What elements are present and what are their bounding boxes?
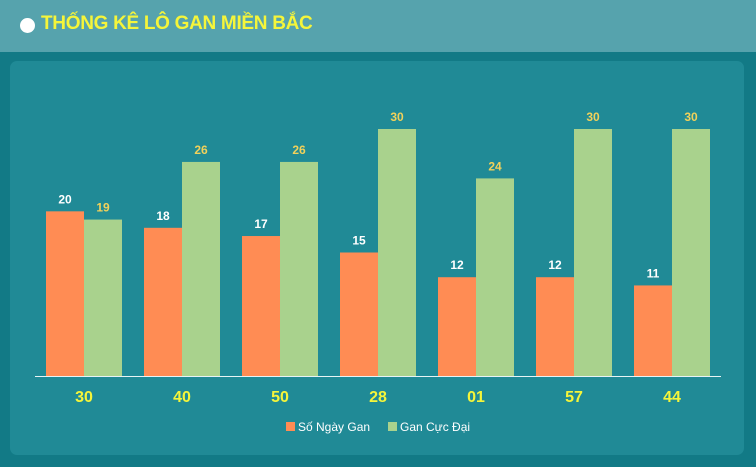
bar-gan-cuc-dai-44 xyxy=(672,129,710,376)
category-label: 28 xyxy=(369,389,387,406)
data-label: 18 xyxy=(156,209,170,223)
bar-so-ngay-gan-30 xyxy=(46,211,84,376)
data-label: 24 xyxy=(488,159,502,173)
data-label: 12 xyxy=(548,258,562,272)
bullet-icon xyxy=(20,18,35,33)
data-label: 30 xyxy=(684,110,698,124)
category-label: 30 xyxy=(75,389,93,406)
page-title: THỐNG KÊ LÔ GAN MIỀN BẮC xyxy=(41,13,313,34)
bar-so-ngay-gan-44 xyxy=(634,285,672,376)
legend-so-ngay-gan-label[interactable]: Số Ngày Gan xyxy=(298,420,370,434)
data-label: 26 xyxy=(292,143,306,157)
legend-gan-cuc-dai-swatch xyxy=(388,422,397,431)
bar-gan-cuc-dai-28 xyxy=(378,129,416,376)
bar-so-ngay-gan-01 xyxy=(438,277,476,376)
bar-so-ngay-gan-57 xyxy=(536,277,574,376)
bar-so-ngay-gan-40 xyxy=(144,227,182,376)
category-label: 44 xyxy=(663,389,681,406)
data-label: 19 xyxy=(96,201,110,215)
legend-gan-cuc-dai-label[interactable]: Gan Cực Đại xyxy=(400,420,470,434)
data-label: 26 xyxy=(194,143,208,157)
bar-gan-cuc-dai-30 xyxy=(84,219,122,376)
data-label: 15 xyxy=(352,234,366,248)
data-label: 30 xyxy=(390,110,404,124)
legend-so-ngay-gan-swatch xyxy=(286,422,295,431)
bar-gan-cuc-dai-01 xyxy=(476,178,514,376)
data-label: 20 xyxy=(58,192,72,206)
category-label: 40 xyxy=(173,389,191,406)
category-label: 01 xyxy=(467,389,485,406)
bar-gan-cuc-dai-50 xyxy=(280,161,318,376)
category-label: 50 xyxy=(271,389,289,406)
bar-so-ngay-gan-50 xyxy=(242,236,280,376)
category-label: 57 xyxy=(565,389,583,406)
bar-gan-cuc-dai-57 xyxy=(574,129,612,376)
data-label: 30 xyxy=(586,110,600,124)
bar-gan-cuc-dai-40 xyxy=(182,161,220,376)
header-bar: THỐNG KÊ LÔ GAN MIỀN BẮC xyxy=(0,0,756,52)
data-label: 17 xyxy=(254,217,268,231)
data-label: 11 xyxy=(647,266,660,280)
data-label: 12 xyxy=(450,258,464,272)
bar-so-ngay-gan-28 xyxy=(340,252,378,376)
